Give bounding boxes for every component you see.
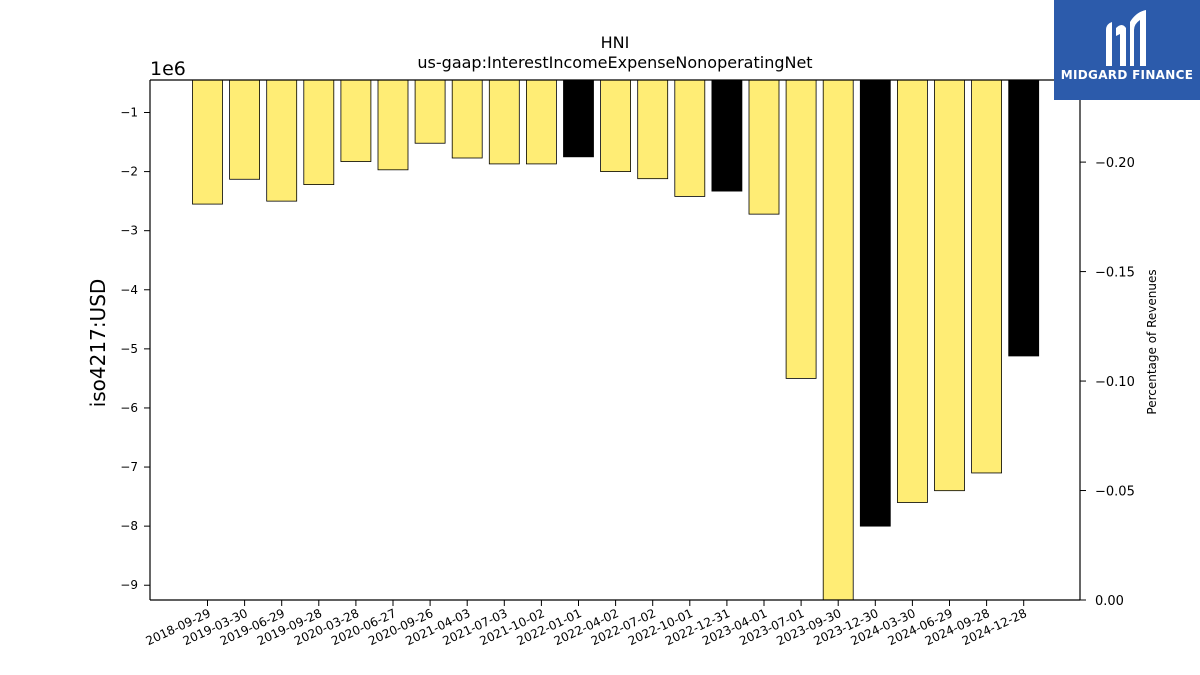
y-tick-label: −3 [120, 224, 138, 238]
y2-tick-label: −0.20 [1095, 156, 1135, 171]
y-axis-label: iso4217:USD [86, 279, 110, 408]
bar-2019-03-30 [229, 80, 261, 180]
y-tick-label: −9 [120, 578, 138, 592]
bar-2023-07-01 [785, 80, 817, 379]
bar-2022-01-01 [563, 80, 594, 158]
y2-tick-label: −0.05 [1095, 485, 1135, 500]
chart-title: HNI [601, 33, 630, 52]
y2-tick-label: −0.10 [1095, 375, 1135, 390]
y-tick-label: −4 [120, 283, 138, 297]
bar-2019-06-29 [266, 80, 298, 202]
bar-2022-12-31 [711, 80, 743, 192]
y-offset-label: 1e6 [150, 58, 186, 80]
midgard-logo-icon [1106, 10, 1146, 66]
bar-2020-03-28 [340, 80, 372, 162]
bar-2023-12-30 [859, 80, 891, 527]
y2-tick-label: −0.15 [1095, 266, 1135, 281]
y-tick-label: −1 [120, 106, 138, 120]
y-tick-label: −6 [120, 401, 138, 415]
bar-2021-04-03 [451, 80, 483, 159]
bar-2024-12-28 [1008, 80, 1040, 357]
y-tick-label: −7 [120, 460, 138, 474]
logo-text: MIDGARD FINANCE [1060, 68, 1194, 82]
y2-axis-label: Percentage of Revenues [1145, 269, 1159, 414]
bar-2024-09-28 [971, 80, 1002, 474]
bar-2020-09-26 [414, 80, 446, 144]
midgard-finance-logo: MIDGARD FINANCE [1054, 0, 1200, 100]
bar-2023-09-30 [822, 80, 854, 600]
bar-2018-09-29 [192, 80, 223, 205]
bars-group [192, 80, 1040, 600]
y-tick-label: −8 [120, 519, 138, 533]
bar-2024-06-29 [934, 80, 965, 492]
bar-2024-03-30 [897, 80, 928, 503]
bar-2022-10-01 [674, 80, 706, 197]
bar-2022-07-02 [637, 80, 669, 180]
y-tick-label: −5 [120, 342, 138, 356]
bar-2021-07-03 [488, 80, 520, 165]
bar-2022-04-02 [600, 80, 631, 172]
bar-2021-10-02 [526, 80, 557, 165]
bar-2023-04-01 [748, 80, 780, 215]
bar-2019-09-28 [303, 80, 335, 185]
chart-subtitle: us-gaap:InterestIncomeExpenseNonoperatin… [417, 53, 812, 72]
bar-2020-06-27 [377, 80, 409, 171]
y2-tick-label: 0.00 [1095, 594, 1124, 609]
y-tick-label: −2 [120, 165, 138, 179]
